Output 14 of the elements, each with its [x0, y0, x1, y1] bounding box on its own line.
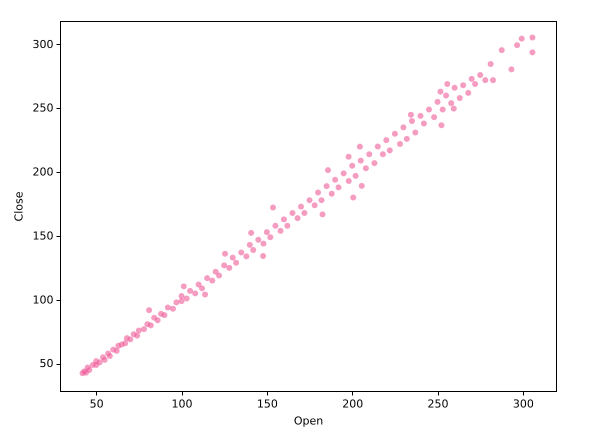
x-tick-label: 50	[90, 398, 104, 410]
x-tick-label: 250	[428, 398, 449, 410]
y-tick-label: 250	[32, 102, 54, 115]
x-tick-label: 200	[342, 398, 364, 410]
x-tick-label: 300	[512, 398, 534, 410]
x-tick-label: 150	[256, 398, 278, 410]
y-tick-label: 100	[32, 293, 54, 306]
y-tick-label: 150	[32, 229, 54, 242]
y-tick-label: 50	[40, 357, 54, 370]
y-axis-title: Close	[12, 191, 26, 222]
x-tick-label: 100	[172, 398, 193, 410]
y-tick-label: 200	[32, 166, 54, 179]
y-tick-label: 300	[32, 38, 54, 51]
x-axis-title: Open	[294, 414, 324, 428]
